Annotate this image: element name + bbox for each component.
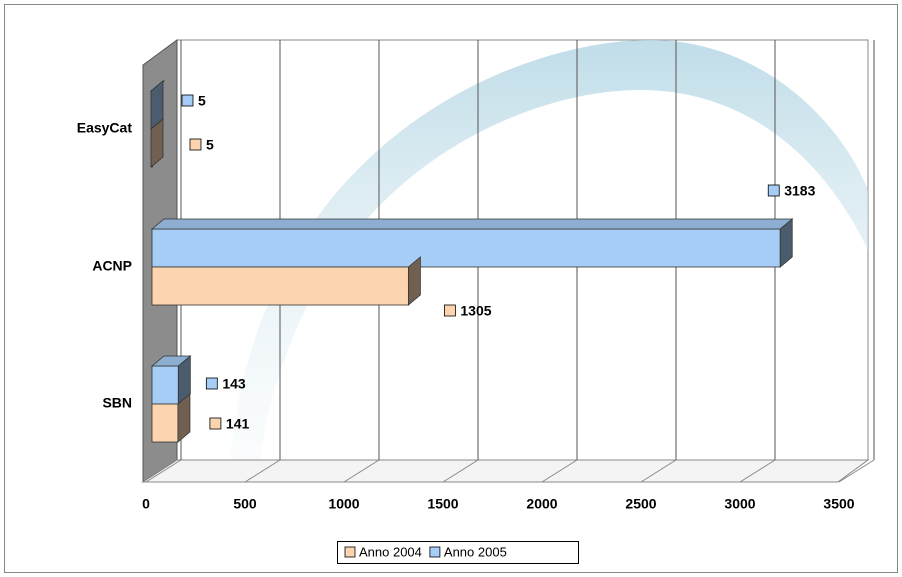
bar bbox=[151, 256, 421, 306]
value-label: 5 bbox=[198, 93, 206, 109]
bar-side bbox=[779, 218, 793, 268]
value-label: 143 bbox=[222, 376, 246, 392]
value-label-key bbox=[205, 377, 218, 390]
legend-key bbox=[429, 546, 441, 558]
value-label: 3183 bbox=[784, 183, 815, 199]
floor-line bbox=[640, 459, 677, 483]
legend bbox=[337, 541, 579, 564]
value-label-key bbox=[767, 184, 780, 197]
x-tick-label: 0 bbox=[142, 496, 150, 512]
bar bbox=[149, 80, 166, 130]
bar-front bbox=[151, 228, 781, 268]
legend-label: Anno 2005 bbox=[444, 544, 507, 559]
bar-front bbox=[151, 266, 409, 306]
legend-label: Anno 2004 bbox=[359, 544, 422, 559]
x-tick-label: 2000 bbox=[526, 496, 557, 512]
bar-side bbox=[407, 256, 421, 306]
floor-line bbox=[244, 459, 281, 483]
floor bbox=[141, 459, 870, 483]
y-tick-label: SBN bbox=[102, 395, 132, 411]
x-tick-label: 1000 bbox=[328, 496, 359, 512]
bar bbox=[151, 393, 191, 443]
bar bbox=[150, 118, 164, 168]
floor-line bbox=[739, 459, 776, 483]
y-tick-label: ACNP bbox=[92, 258, 132, 274]
bar-front bbox=[151, 403, 179, 443]
bar-side bbox=[177, 393, 191, 443]
bar bbox=[150, 355, 192, 405]
value-label-key bbox=[181, 94, 194, 107]
value-label: 5 bbox=[206, 137, 214, 153]
legend-key bbox=[344, 546, 356, 558]
bar-top bbox=[150, 218, 794, 230]
x-tick-label: 2500 bbox=[625, 496, 656, 512]
floor-line bbox=[838, 459, 875, 483]
bar-front bbox=[151, 365, 179, 405]
x-tick-label: 3000 bbox=[724, 496, 755, 512]
floor-line bbox=[541, 459, 578, 483]
floor-line bbox=[145, 459, 182, 483]
value-label-key bbox=[189, 138, 202, 151]
y-tick-label: EasyCat bbox=[77, 120, 133, 136]
value-label: 1305 bbox=[460, 303, 491, 319]
floor-line bbox=[442, 459, 479, 483]
x-tick-label: 500 bbox=[233, 496, 257, 512]
bar bbox=[150, 218, 794, 268]
bar-side bbox=[150, 118, 164, 168]
value-label: 141 bbox=[226, 416, 250, 432]
x-tick-label: 3500 bbox=[823, 496, 854, 512]
x-tick-label: 1500 bbox=[427, 496, 458, 512]
background-arc bbox=[230, 40, 868, 460]
floor-line bbox=[343, 459, 380, 483]
value-label-key bbox=[209, 417, 222, 430]
value-label-key bbox=[443, 304, 456, 317]
